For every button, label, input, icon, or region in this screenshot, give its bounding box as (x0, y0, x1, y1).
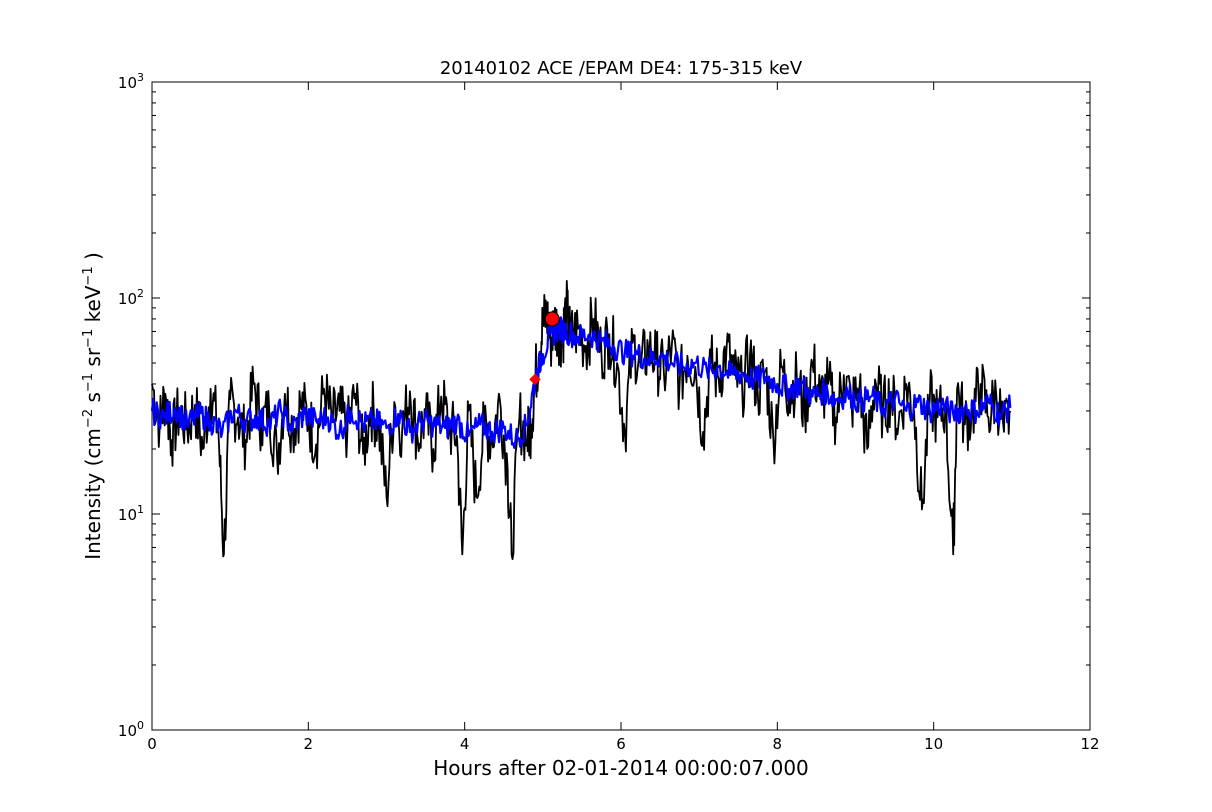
data-series (150, 280, 1012, 560)
event-marker-diamond (529, 373, 541, 386)
y-minor-ticks (152, 91, 1090, 666)
y-axis-label: Intensity (cm−2 s−1 sr−1 keV−1 ) (81, 252, 105, 560)
x-tick-label: 10 (924, 735, 943, 753)
y-axis-ticks: 100 101 102 103 (118, 71, 1090, 740)
chart-title: 20140102 ACE /EPAM DE4: 175-315 keV (440, 58, 803, 79)
y-tick-label: 100 (118, 719, 144, 740)
x-tick-label: 4 (460, 735, 470, 753)
y-tick-label: 103 (118, 71, 144, 92)
x-tick-label: 8 (773, 735, 783, 753)
series-line-raw (151, 280, 1012, 560)
x-axis-ticks: 0 2 4 6 8 10 12 (147, 82, 1100, 753)
x-tick-label: 6 (616, 735, 626, 753)
y-tick-label: 101 (118, 503, 144, 524)
x-tick-label: 0 (147, 735, 157, 753)
x-axis-label: Hours after 02-01-2014 00:00:07.000 (433, 756, 809, 780)
event-marker-circle (544, 311, 560, 327)
plot-area-frame (151, 81, 1091, 731)
x-tick-label: 2 (304, 735, 314, 753)
y-tick-label: 102 (118, 287, 144, 308)
x-tick-label: 12 (1080, 735, 1099, 753)
series-line-smoothed (150, 316, 1012, 449)
event-markers (529, 311, 560, 386)
